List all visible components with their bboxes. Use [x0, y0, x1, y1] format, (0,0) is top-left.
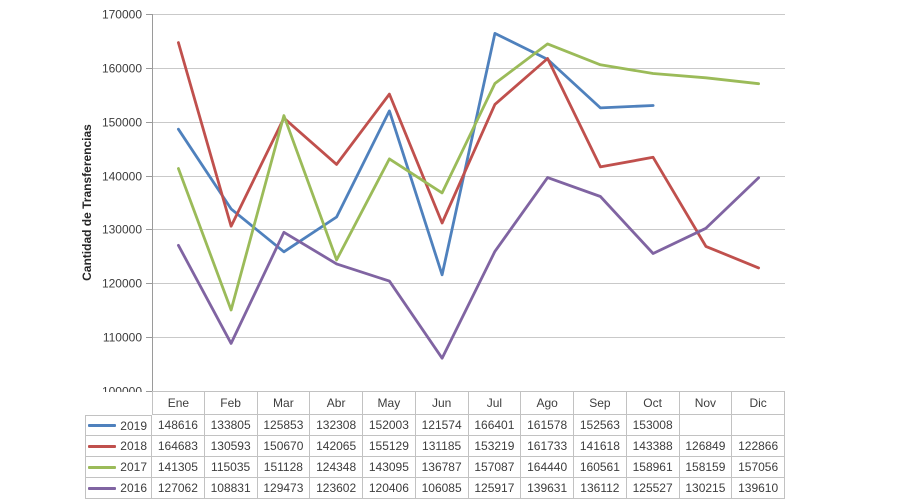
line-chart-plot: 100000 110000 120000 130000 140000 150000 1600…: [80, 8, 785, 393]
table-cell: 160561: [574, 457, 627, 478]
month-header: Ene: [152, 391, 205, 415]
table-cell: 132308: [310, 415, 363, 436]
table-cell: 121574: [415, 415, 469, 436]
table-cell: 136787: [415, 457, 469, 478]
series-year-label: 2019: [120, 418, 147, 433]
table-cell: 142065: [310, 436, 363, 457]
y-axis-title: Cantidad de Transferencias: [80, 124, 94, 281]
table-cell: 123602: [310, 478, 363, 499]
series-key-line-icon: [88, 444, 116, 448]
month-header: Feb: [204, 391, 258, 415]
series-key-line-icon: [88, 424, 116, 427]
table-cell: 152563: [574, 415, 627, 436]
table-cell: 164440: [521, 457, 574, 478]
month-header: Ago: [521, 391, 574, 415]
table-cell: 120406: [363, 478, 416, 499]
month-header: Abr: [310, 391, 363, 415]
table-cell: 125917: [468, 478, 522, 499]
month-header: Mar: [257, 391, 311, 415]
series-year-label: 2018: [120, 439, 147, 453]
y-axis-tick-label: 100000: [102, 385, 142, 393]
table-cell: 157087: [468, 457, 522, 478]
table-cell: 122866: [732, 436, 785, 457]
table-cell: 136112: [574, 478, 627, 499]
legend-key-2019: 2019: [85, 415, 152, 436]
table-cell: 126849: [679, 436, 733, 457]
series-year-label: 2017: [120, 460, 147, 474]
table-cell: 143388: [626, 436, 680, 457]
table-cell: 166401: [468, 415, 522, 436]
table-cell: 158961: [626, 457, 680, 478]
y-axis-tick-label: 110000: [103, 331, 142, 345]
table-cell: 141305: [152, 457, 205, 478]
series-key-line-icon: [88, 486, 116, 490]
table-cell: 129473: [257, 478, 311, 499]
table-cell: 151128: [257, 457, 311, 478]
month-header: Jun: [415, 391, 469, 415]
table-cell: 124348: [310, 457, 363, 478]
table-cell: 127062: [152, 478, 205, 499]
table-cell: 139610: [732, 478, 785, 499]
table-cell: 143095: [363, 457, 416, 478]
table-cell: 153008: [626, 415, 680, 436]
table-cell: 150670: [257, 436, 311, 457]
table-cell: 152003: [363, 415, 416, 436]
series-year-label: 2016: [120, 481, 147, 495]
table-cell: 106085: [415, 478, 469, 499]
month-header: May: [363, 391, 416, 415]
table-cell: 139631: [521, 478, 574, 499]
month-header: Sep: [574, 391, 627, 415]
month-header: Dic: [732, 391, 785, 415]
y-axis-tick-label: 150000: [102, 116, 142, 130]
table-cell: [732, 415, 785, 436]
series-key-line-icon: [88, 465, 116, 469]
table-cell: [679, 415, 733, 436]
series-line-2017: [176, 42, 760, 312]
legend-key-2016: 2016: [85, 478, 152, 499]
y-axis-tick-label: 120000: [102, 277, 142, 291]
table-cell: 133805: [204, 415, 258, 436]
legend-key-2017: 2017: [85, 457, 152, 478]
table-cell: 125527: [626, 478, 680, 499]
table-cell: 157056: [732, 457, 785, 478]
table-corner-cell: [85, 391, 152, 415]
month-header: Jul: [468, 391, 522, 415]
y-axis-tick-label: 140000: [102, 170, 142, 184]
table-cell: 115035: [204, 457, 258, 478]
table-cell: 148616: [152, 415, 205, 436]
table-cell: 161578: [521, 415, 574, 436]
series-line-2019: [176, 32, 655, 277]
table-cell: 161733: [521, 436, 574, 457]
table-cell: 164683: [152, 436, 205, 457]
y-axis-tick-label: 170000: [102, 8, 142, 22]
table-cell: 130215: [679, 478, 733, 499]
table-cell: 158159: [679, 457, 733, 478]
y-axis-tick-label: 160000: [102, 62, 142, 76]
series-line-2016: [176, 176, 760, 360]
series-line-2018: [176, 41, 760, 270]
table-cell: 108831: [204, 478, 258, 499]
table-cell: 155129: [363, 436, 416, 457]
y-axis-tick-label: 130000: [102, 223, 142, 237]
month-header: Oct: [626, 391, 680, 415]
table-cell: 125853: [257, 415, 311, 436]
legend-key-2018: 2018: [85, 436, 152, 457]
table-cell: 131185: [415, 436, 469, 457]
month-header: Nov: [679, 391, 733, 415]
table-cell: 130593: [204, 436, 258, 457]
table-cell: 141618: [574, 436, 627, 457]
chart-data-table: Ene Feb Mar Abr May Jun Jul Ago Sep Oct Nov Dic 2019…: [85, 391, 785, 499]
table-cell: 153219: [468, 436, 522, 457]
